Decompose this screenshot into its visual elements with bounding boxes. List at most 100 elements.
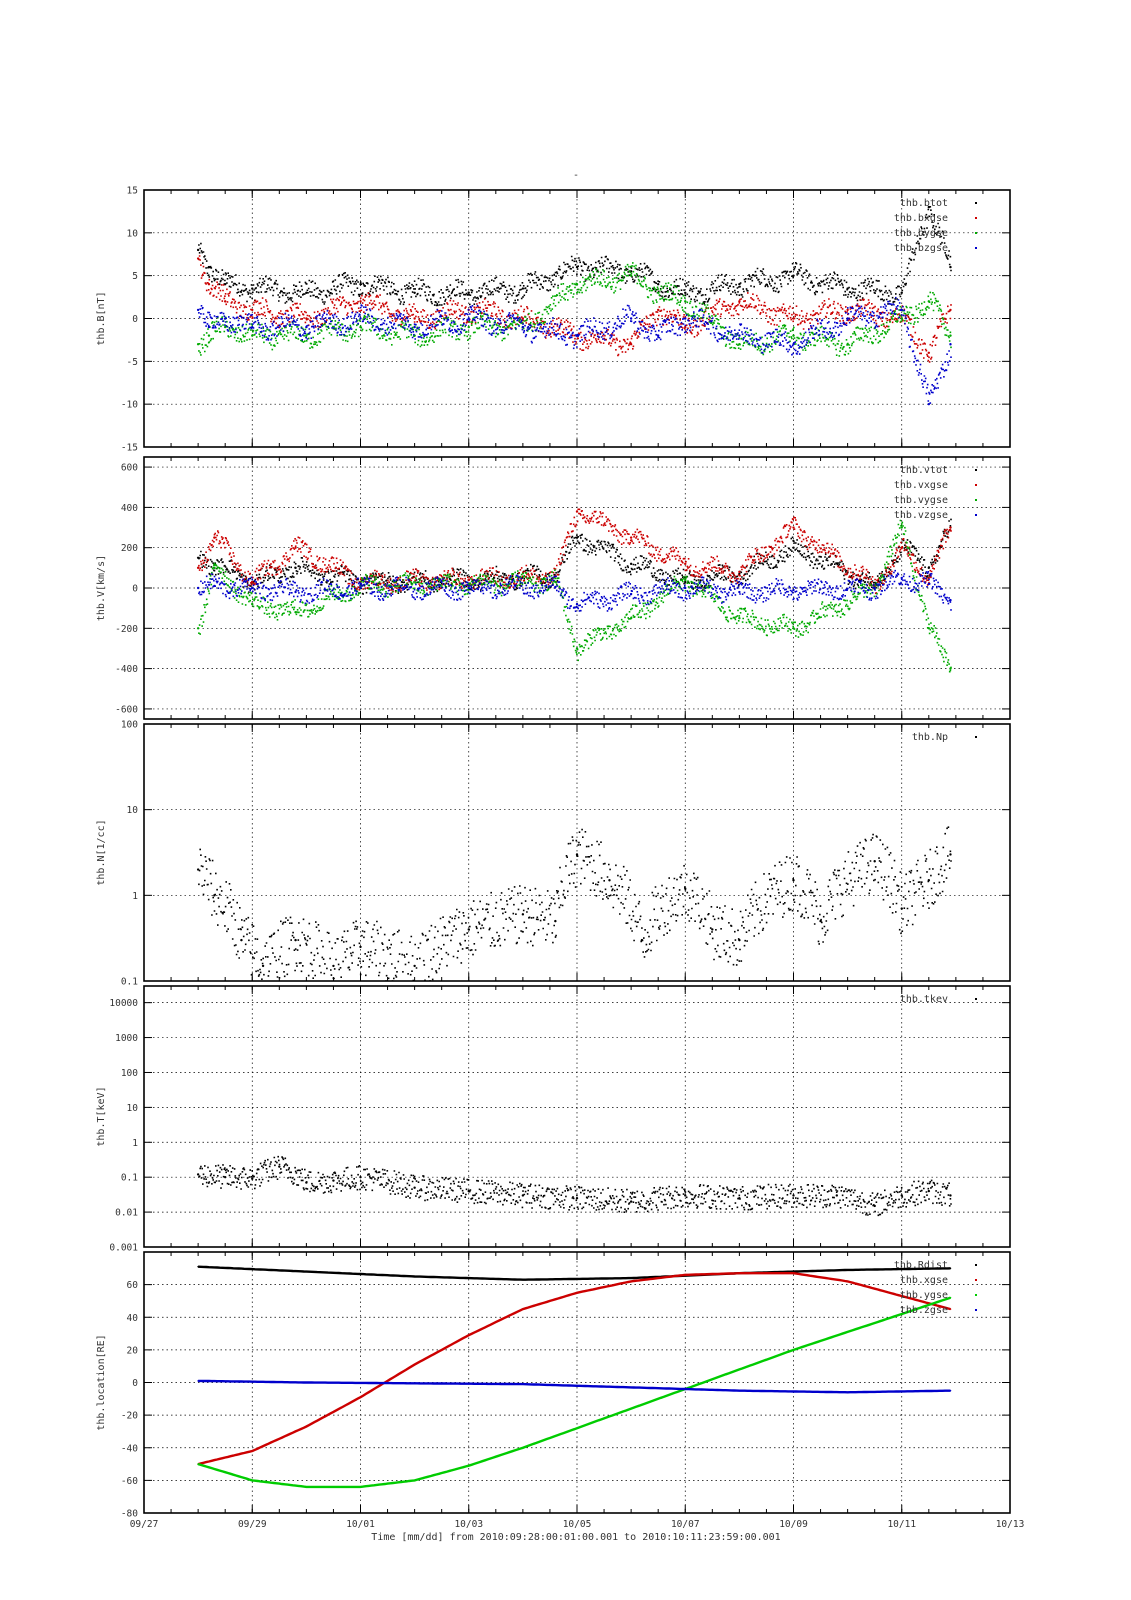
y-tick-label: -10 [121,400,138,411]
legend-label: thb.bygse [894,228,948,239]
data-point [738,617,741,620]
data-point [629,536,633,539]
chart-panels: -15-10-5051015thb.B[nT]thb.btotthb.bxgse… [96,186,1024,1531]
series-thb-Np [196,826,952,981]
data-point [792,588,795,592]
data-point [792,317,795,320]
data-point [196,627,200,630]
panel-4: 0.001 0.01 0.1 1 10 100 1000 10000 thb.T[keV] thb… [96,985,1011,1254]
data-point [521,325,525,329]
data-point [521,913,525,916]
data-point [305,1181,308,1184]
y-tick-label: 0 [132,314,138,325]
series-thb-Rdist [197,1265,952,1281]
y-tick-label: -40 [121,1443,138,1454]
y-tick-label: 0 [132,1378,138,1389]
y-tick-label: 20 [127,1345,139,1356]
data-point [467,578,470,582]
data-point [294,546,297,549]
y-tick-label: 0 [132,584,138,595]
data-point [949,308,952,312]
y-tick-label: 100 [121,1068,138,1079]
data-point [927,576,931,580]
data-point [223,317,227,320]
data-point [949,1308,952,1310]
data-point [223,300,227,303]
data-point [792,1194,795,1197]
data-point [846,287,849,290]
data-point [196,556,200,559]
data-point [629,1200,633,1203]
data-point [738,1272,741,1275]
data-point [522,1383,524,1385]
data-point [711,928,714,931]
panel-2: -600 -400 -200 0 200 400 600 thb.V[km/s] thb.vto… [96,456,1011,720]
data-point [846,1391,849,1394]
data-point [554,585,557,589]
y-tick-label: 10 [127,228,139,239]
data-point [413,964,416,968]
data-point [196,343,200,346]
data-point [467,317,470,320]
data-point [630,1280,632,1283]
data-point [413,1186,416,1189]
data-point [359,325,362,329]
data-point [900,576,903,580]
data-point [522,1278,524,1281]
data-point [197,1380,199,1382]
data-point [305,1425,308,1428]
y-tick-label: 1 [132,891,138,902]
legend-marker [975,217,977,219]
data-point [738,300,741,303]
x-tick-label: 09/29 [238,1519,267,1530]
y-tick-label: 60 [127,1280,139,1291]
data-point [521,1194,525,1197]
data-point [738,1389,741,1392]
data-point [630,1407,632,1410]
data-point [900,291,903,294]
legend-label: thb.Rdist [894,1260,948,1271]
data-point [467,291,470,294]
x-tick-label: 10/11 [887,1519,916,1530]
data-point [305,291,308,294]
data-point [630,1386,632,1389]
x-tick-label: 10/09 [779,1519,808,1530]
data-point [792,526,795,529]
data-point [207,325,211,329]
data-point [949,1296,952,1299]
data-line [197,1296,951,1489]
data-point [305,1270,308,1273]
data-point [629,562,633,566]
x-axis-label: Time [mm/dd] from 2010:09:28:00:01:00.00… [371,1532,780,1543]
data-point [949,598,952,602]
data-point [575,334,579,337]
data-point [213,536,216,539]
data-point [359,945,362,949]
legend-label: thb.vzgse [894,510,948,521]
data-point [575,602,579,606]
y-tick-label: -400 [115,664,138,675]
data-point [949,265,952,269]
series-thb-btot [196,205,952,307]
data-point [846,1331,849,1333]
data-point [792,1272,795,1275]
y-tick-label: 0.1 [121,977,138,988]
legend-label: thb.zgse [900,1305,948,1316]
data-point [900,308,903,312]
legend-marker [975,247,977,249]
data-point [278,1165,281,1168]
panel-5: -80 -60 -40 -20 0 20 40 60 thb.location[RE] 09/27… [96,1251,1024,1530]
data-point [240,938,243,942]
data-scatter-fill [198,255,952,363]
data-point [251,1177,254,1180]
data-point [900,907,903,910]
y-tick-label: 0.1 [121,1173,138,1184]
y-tick-label: 0.001 [109,1243,138,1254]
y-tick-label: -20 [121,1411,138,1422]
page-title: - [573,170,579,181]
data-point [738,283,741,286]
data-point [819,919,822,923]
y-tick-label: 10000 [109,998,138,1009]
data-line [198,1379,951,1394]
data-point [949,343,952,346]
